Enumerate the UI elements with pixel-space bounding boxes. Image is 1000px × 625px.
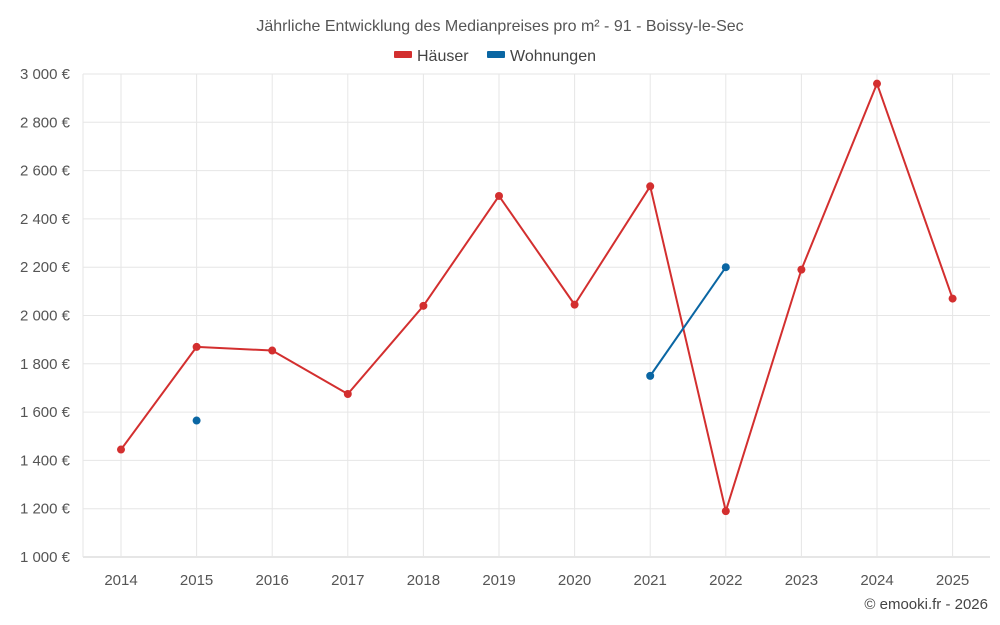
- y-tick-label: 3 000 €: [20, 66, 71, 83]
- data-point[interactable]: [948, 294, 957, 303]
- data-point[interactable]: [192, 342, 201, 351]
- y-tick-label: 2 800 €: [20, 114, 71, 131]
- data-point[interactable]: [343, 389, 352, 398]
- data-point[interactable]: [495, 191, 503, 200]
- y-tick-label: 1 000 €: [20, 549, 71, 566]
- data-point[interactable]: [570, 300, 579, 309]
- x-axis-ticks: 2014 2015 2016 2017 2018 2019 2020 2021 2022 2023…: [104, 572, 969, 589]
- y-tick-label: 2 600 €: [20, 163, 71, 180]
- x-tick-label: 2015: [180, 572, 213, 589]
- legend-swatch: [394, 51, 412, 58]
- y-tick-label: 1 800 €: [20, 356, 71, 373]
- series-line: [649, 266, 727, 377]
- series-layer: [117, 79, 957, 516]
- x-tick-label: 2019: [482, 572, 515, 589]
- x-tick-label: 2016: [256, 572, 289, 589]
- series-häuser: [117, 79, 957, 516]
- legend-label[interactable]: Häuser: [417, 48, 469, 65]
- data-point[interactable]: [721, 263, 730, 272]
- data-point[interactable]: [419, 301, 428, 310]
- chart-title: Jährliche Entwicklung des Medianpreises …: [256, 18, 743, 35]
- x-tick-label: 2014: [104, 572, 137, 589]
- data-point[interactable]: [721, 507, 730, 516]
- y-tick-label: 2 400 €: [20, 211, 71, 228]
- x-tick-label: 2021: [634, 572, 667, 589]
- legend: Häuser Wohnungen: [394, 48, 596, 65]
- data-point[interactable]: [646, 182, 655, 191]
- legend-swatch: [487, 51, 505, 58]
- data-point[interactable]: [646, 371, 655, 380]
- x-tick-label: 2023: [785, 572, 818, 589]
- series-wohnungen: [192, 263, 730, 425]
- data-point[interactable]: [797, 265, 806, 274]
- y-tick-label: 1 200 €: [20, 501, 71, 518]
- y-tick-label: 1 400 €: [20, 452, 71, 469]
- data-point[interactable]: [192, 416, 201, 425]
- x-tick-label: 2024: [860, 572, 893, 589]
- x-tick-label: 2018: [407, 572, 440, 589]
- y-tick-label: 2 200 €: [20, 259, 71, 276]
- series-line: [120, 82, 954, 513]
- y-axis-ticks: 1 000 € 1 200 € 1 400 € 1 600 € 1 800 € 2 000…: [20, 66, 71, 566]
- data-point[interactable]: [873, 79, 881, 88]
- data-point[interactable]: [268, 346, 277, 355]
- copyright-notice: © emooki.fr - 2026: [864, 596, 988, 613]
- data-point[interactable]: [117, 445, 125, 454]
- x-tick-label: 2020: [558, 572, 591, 589]
- y-tick-label: 2 000 €: [20, 308, 71, 325]
- grid: [82, 73, 990, 558]
- x-tick-label: 2022: [709, 572, 742, 589]
- y-tick-label: 1 600 €: [20, 404, 71, 421]
- x-tick-label: 2017: [331, 572, 364, 589]
- x-tick-label: 2025: [936, 572, 969, 589]
- legend-label[interactable]: Wohnungen: [510, 48, 596, 65]
